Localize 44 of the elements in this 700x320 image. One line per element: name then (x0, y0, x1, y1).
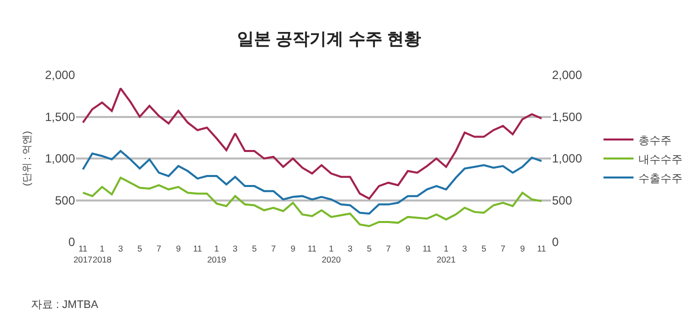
x-tick-label: 9 (176, 244, 181, 254)
x-tick-label: 11 (537, 244, 546, 254)
legend-label: 총수주 (638, 134, 672, 147)
x-tick-label: 9 (405, 244, 410, 254)
x-tick-label: 5 (366, 244, 372, 254)
x-tick-label: 7 (271, 244, 276, 254)
x-tick-label: 11 (422, 244, 432, 254)
x-tick-label: 7 (500, 244, 506, 254)
line-series (82, 87, 543, 200)
x-tick-label: 5 (252, 244, 257, 254)
y-tick-label: 1,500 (44, 110, 76, 124)
x-tick-label: 3 (232, 244, 238, 254)
x-tick-label: 7 (156, 244, 162, 254)
y-tick-label: 1,000 (44, 152, 76, 166)
text: 자료 : JMTBA (31, 299, 99, 311)
x-tick-label: 3 (348, 244, 353, 254)
y2-tick-label: 1,500 (552, 110, 582, 124)
y2-tick-label: 1,000 (552, 152, 582, 166)
y-axis-title: (단위 : 억엔) (22, 131, 33, 186)
legend-label: 내수수주 (638, 154, 682, 166)
x-tick-label: 1 2018 (92, 244, 112, 265)
x-tick-label: 5 (137, 244, 142, 254)
chart-title: 일본 공작기계 수주 현황 (236, 29, 422, 48)
x-tick-label: 1 2019 (207, 244, 226, 265)
y2-tick-label: 0 (552, 235, 559, 250)
y-tick-label: 500 (54, 193, 76, 208)
line-series (82, 150, 543, 215)
y-tick-label: 0 (68, 235, 76, 250)
line-series (82, 176, 543, 228)
y2-tick-label: 2,000 (552, 68, 582, 82)
y-tick-label: 2,000 (44, 68, 76, 82)
x-tick-label: 1 2021 (436, 244, 456, 265)
x-tick-label: 3 (462, 244, 468, 254)
x-tick-label: 3 (118, 244, 124, 254)
x-tick-label: 11 (193, 244, 202, 254)
legend-label: 수출수주 (638, 172, 682, 185)
x-tick-label: 9 (290, 244, 296, 254)
y2-tick-label: 500 (552, 193, 572, 208)
x-tick-label: 9 (520, 244, 526, 254)
x-tick-label: 1 2020 (322, 244, 341, 265)
x-tick-label: 5 (481, 244, 486, 254)
x-tick-label: 11 (308, 244, 317, 254)
x-tick-label: 7 (386, 244, 392, 254)
x-tick-label: 11 2017 (73, 244, 93, 265)
